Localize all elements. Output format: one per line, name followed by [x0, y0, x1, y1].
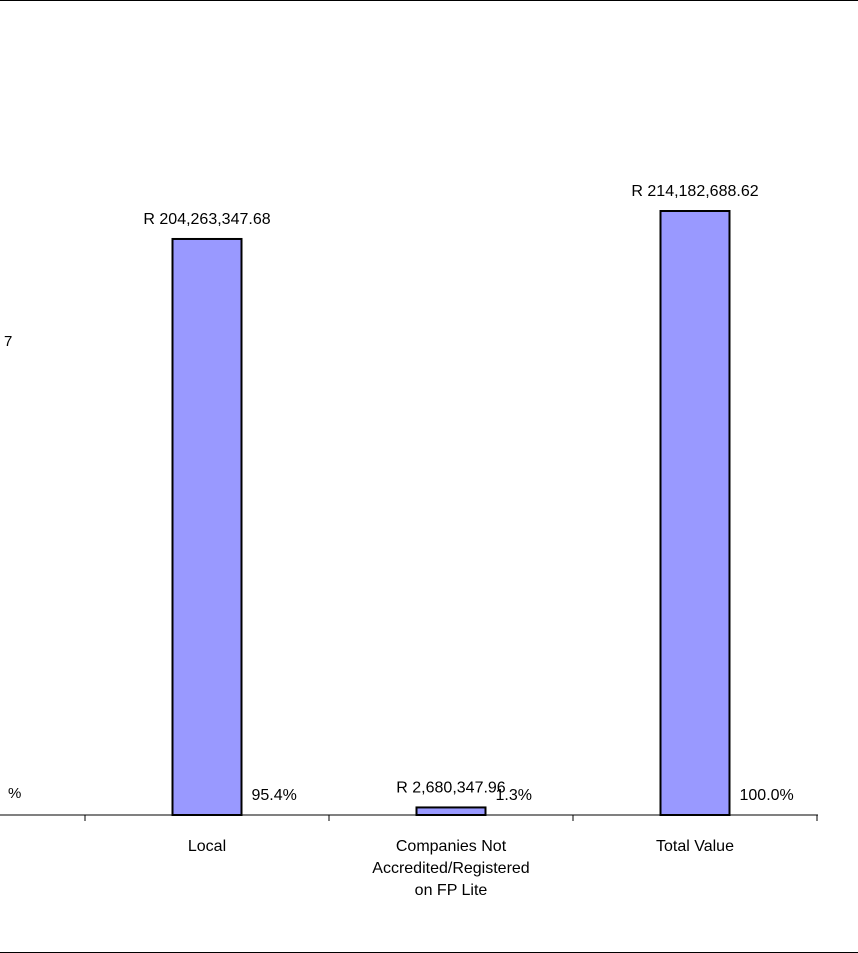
- category-label-3-line-1: Total Value: [656, 838, 734, 855]
- category-label-2-line-3: on FP Lite: [415, 882, 488, 899]
- cropped-axis-fragment-lower: %: [8, 785, 22, 802]
- percent-label-1: 95.4%: [252, 787, 297, 804]
- value-label-1: R 204,263,347.68: [143, 211, 270, 228]
- percent-label-3: 100.0%: [740, 787, 794, 804]
- category-label-2-line-2: Accredited/Registered: [372, 860, 529, 877]
- bar-3: [659, 210, 731, 816]
- value-label-3: R 214,182,688.62: [631, 183, 758, 200]
- category-label-2-line-1: Companies Not: [396, 838, 507, 855]
- percent-label-2: 1.3%: [496, 787, 532, 804]
- bar-1: [171, 237, 243, 816]
- cropped-axis-fragment-upper: 7: [4, 333, 13, 350]
- value-label-2: R 2,680,347.96: [396, 779, 506, 796]
- bar-2: [415, 806, 487, 816]
- top-border-line: [0, 0, 858, 1]
- category-label-1-line-1: Local: [188, 838, 226, 855]
